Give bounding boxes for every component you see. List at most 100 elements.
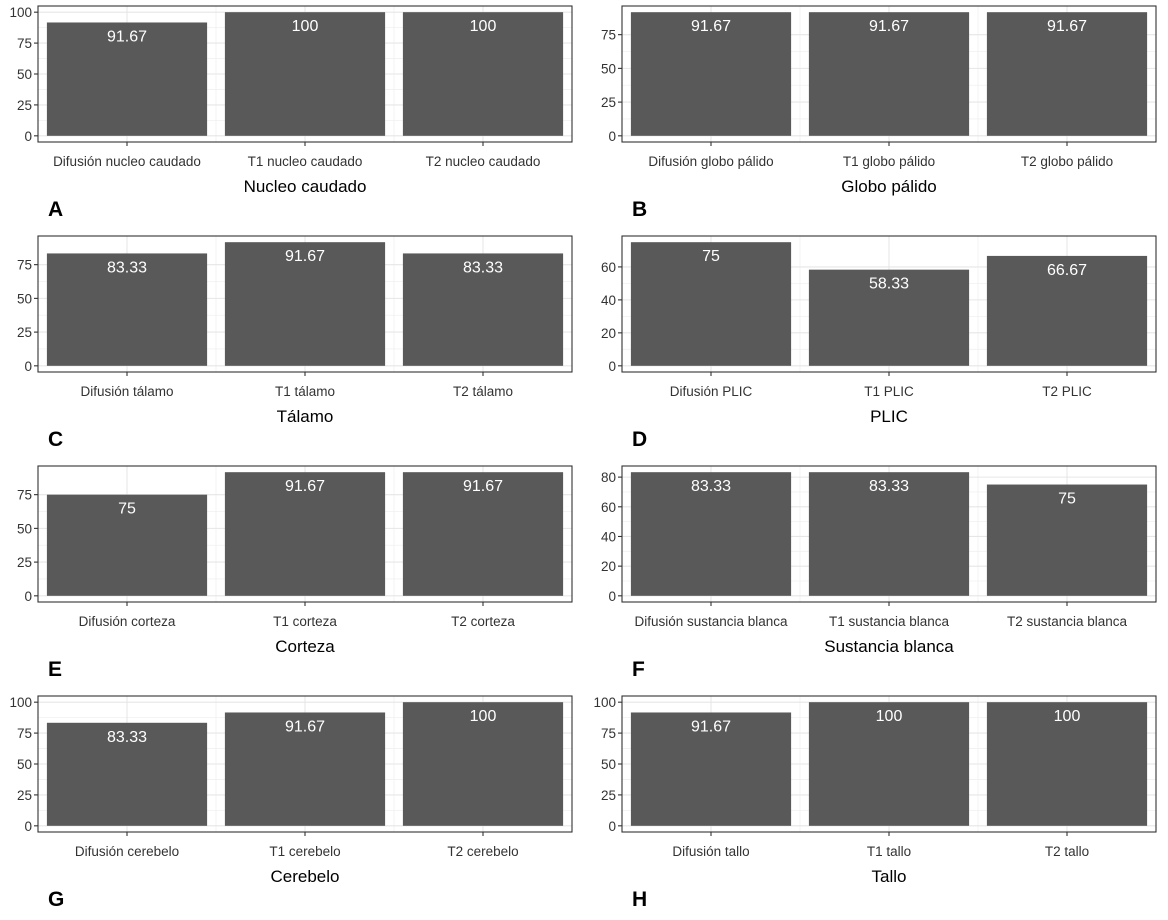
y-tick-label: 75 <box>601 28 616 43</box>
data-label-1: 91.67 <box>691 718 731 735</box>
y-tick-label: 25 <box>17 788 32 803</box>
y-tick-label: 0 <box>24 129 32 144</box>
x-axis-title: PLIC <box>870 407 908 426</box>
data-label-2: 91.67 <box>285 718 325 735</box>
y-tick-label: 75 <box>17 36 32 51</box>
bar-2 <box>808 702 970 826</box>
y-tick-label: 75 <box>17 726 32 741</box>
bar-2 <box>808 472 970 596</box>
bar-3 <box>402 702 564 826</box>
data-label-2: 91.67 <box>285 248 325 265</box>
data-label-2: 100 <box>292 18 319 35</box>
data-label-1: 83.33 <box>107 259 147 276</box>
bar-2 <box>808 269 970 366</box>
y-tick-label: 0 <box>24 589 32 604</box>
x-axis-title: Cerebelo <box>271 867 340 886</box>
y-tick-label: 50 <box>17 757 32 772</box>
data-label-3: 66.67 <box>1047 262 1087 279</box>
bar-2 <box>224 472 386 596</box>
panel-letter: A <box>48 198 63 221</box>
data-label-1: 91.67 <box>107 28 147 45</box>
y-tick-label: 25 <box>17 555 32 570</box>
data-label-1: 83.33 <box>691 478 731 495</box>
y-tick-label: 50 <box>601 61 616 76</box>
y-tick-label: 100 <box>593 695 616 710</box>
x-tick-label-1: Difusión corteza <box>79 614 176 629</box>
chart-svg-h: 91.67 100 100 0 25 50 75 100 Difusión tallo T1 ta… <box>593 695 1157 911</box>
data-label-3: 83.33 <box>463 259 503 276</box>
bar-1 <box>630 712 792 826</box>
data-label-3: 100 <box>1054 708 1081 725</box>
y-tick-label: 0 <box>608 359 616 374</box>
x-axis-title: Tálamo <box>277 407 334 426</box>
x-tick-label-1: Difusión PLIC <box>670 384 753 399</box>
x-axis-title: Globo pálido <box>841 177 936 196</box>
panel-letter: D <box>632 428 647 451</box>
bar-2 <box>224 12 386 136</box>
chart-svg-g: 83.33 91.67 100 0 25 50 75 100 Difusión cerebelo… <box>9 695 573 911</box>
y-tick-label: 0 <box>608 589 616 604</box>
data-label-1: 75 <box>702 248 720 265</box>
bar-2 <box>224 712 386 826</box>
panel-letter: C <box>48 428 63 451</box>
data-label-3: 100 <box>470 708 497 725</box>
bar-1 <box>46 722 208 826</box>
x-tick-label-3: T2 nucleo caudado <box>426 154 541 169</box>
panel-letter: B <box>632 198 647 221</box>
y-tick-label: 20 <box>601 326 616 341</box>
y-tick-label: 0 <box>608 819 616 834</box>
data-label-1: 91.67 <box>691 18 731 35</box>
y-tick-label: 0 <box>24 819 32 834</box>
y-tick-label: 60 <box>601 500 616 515</box>
bar-3 <box>402 12 564 136</box>
x-tick-label-2: T1 globo pálido <box>843 154 935 169</box>
data-label-1: 83.33 <box>107 729 147 746</box>
x-tick-label-3: T2 cerebelo <box>447 844 518 859</box>
y-tick-label: 50 <box>601 757 616 772</box>
x-tick-label-3: T2 globo pálido <box>1021 154 1113 169</box>
x-tick-label-3: T2 tálamo <box>453 384 513 399</box>
data-label-3: 91.67 <box>1047 18 1087 35</box>
x-axis-title: Corteza <box>275 637 335 656</box>
y-tick-label: 25 <box>17 98 32 113</box>
chart-svg-b: 91.67 91.67 91.67 0 25 50 75 Difusión globo pál… <box>601 5 1157 221</box>
bar-2 <box>808 12 970 136</box>
y-tick-label: 25 <box>601 95 616 110</box>
data-label-2: 58.33 <box>869 276 909 293</box>
bar-3 <box>986 12 1148 136</box>
y-tick-label: 75 <box>601 726 616 741</box>
bar-1 <box>630 472 792 596</box>
y-tick-label: 50 <box>17 521 32 536</box>
data-label-2: 100 <box>876 708 903 725</box>
y-tick-label: 20 <box>601 559 616 574</box>
y-tick-label: 80 <box>601 470 616 485</box>
bar-3 <box>402 253 564 366</box>
x-axis-title: Tallo <box>872 867 907 886</box>
x-tick-label-2: T1 corteza <box>273 614 337 629</box>
bar-2 <box>224 242 386 366</box>
chart-panel-e: 75 91.67 91.67 0 25 50 75 Difusión corteza T1 co… <box>0 460 584 690</box>
x-tick-label-2: T1 tálamo <box>275 384 335 399</box>
panel-letter: F <box>632 658 645 681</box>
x-tick-label-3: T2 corteza <box>451 614 515 629</box>
chart-svg-f: 83.33 83.33 75 0 20 40 60 80 Difusión sustancia … <box>601 465 1157 681</box>
chart-svg-a: 91.67 100 100 0 25 50 75 100 Difusión nucleo cau… <box>9 5 573 221</box>
data-label-2: 83.33 <box>869 478 909 495</box>
y-tick-label: 40 <box>601 529 616 544</box>
x-tick-label-3: T2 tallo <box>1045 844 1089 859</box>
chart-panel-g: 83.33 91.67 100 0 25 50 75 100 Difusión cerebelo… <box>0 690 584 920</box>
y-tick-label: 25 <box>601 788 616 803</box>
x-tick-label-1: Difusión nucleo caudado <box>53 154 201 169</box>
x-tick-label-1: Difusión cerebelo <box>75 844 179 859</box>
chart-panel-b: 91.67 91.67 91.67 0 25 50 75 Difusión globo pál… <box>584 0 1168 230</box>
data-label-2: 91.67 <box>869 18 909 35</box>
y-tick-label: 50 <box>17 67 32 82</box>
chart-panel-f: 83.33 83.33 75 0 20 40 60 80 Difusión sustancia … <box>584 460 1168 690</box>
bar-1 <box>630 12 792 136</box>
x-tick-label-2: T1 cerebelo <box>269 844 340 859</box>
x-tick-label-1: Difusión globo pálido <box>648 154 773 169</box>
data-label-2: 91.67 <box>285 478 325 495</box>
x-tick-label-1: Difusión sustancia blanca <box>634 614 788 629</box>
y-tick-label: 60 <box>601 260 616 275</box>
panel-letter: G <box>48 888 64 911</box>
